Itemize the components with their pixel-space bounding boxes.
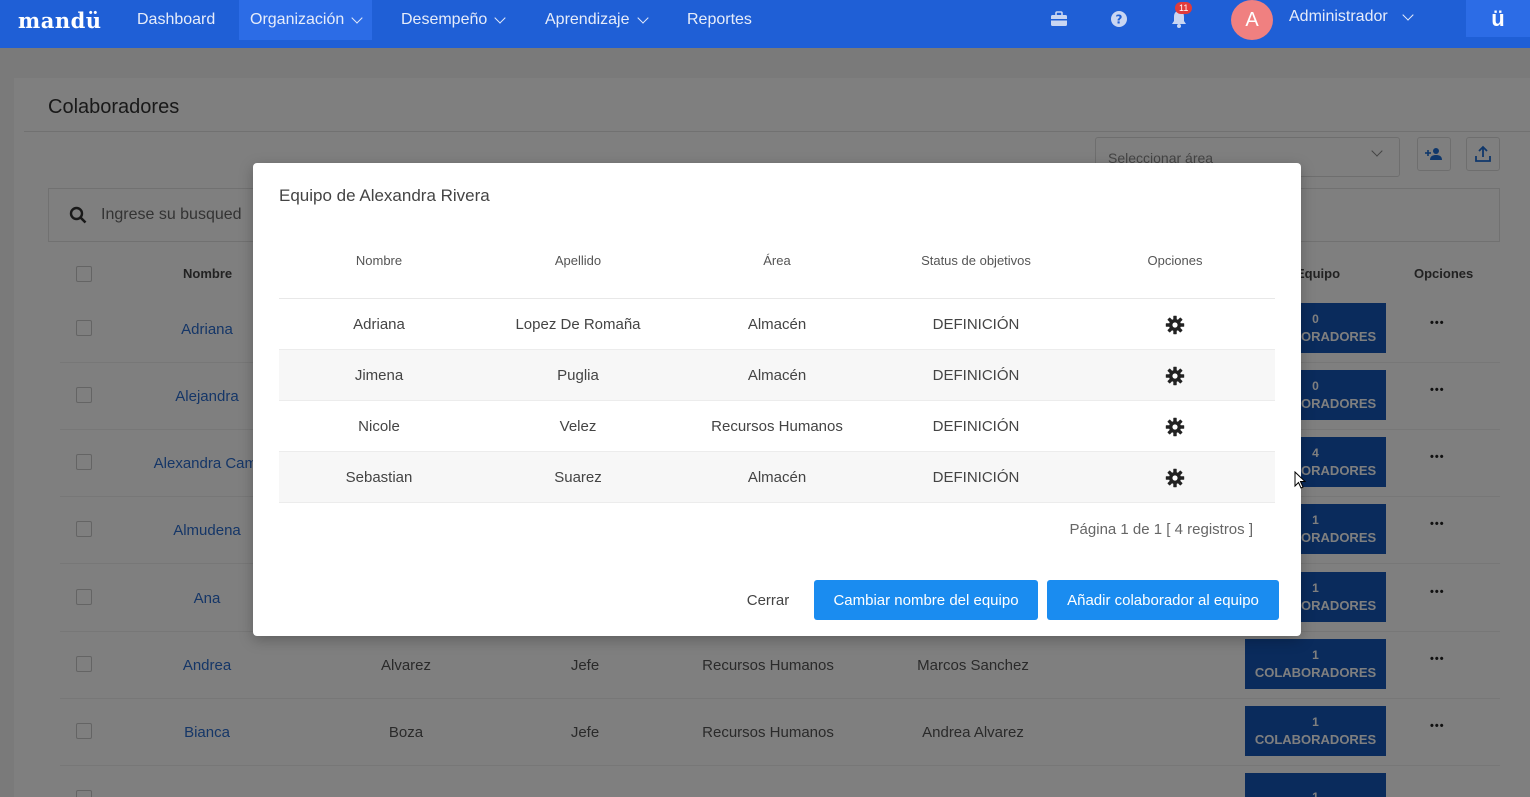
nav-item-label: Organización xyxy=(250,11,345,28)
bell-icon[interactable] xyxy=(1168,8,1190,30)
modal-cell-area: Almacén xyxy=(747,316,807,333)
modal-header-opciones: Opciones xyxy=(1147,253,1203,268)
user-name: Administrador xyxy=(1289,8,1388,25)
nav-item-desempeno[interactable]: Desempeño xyxy=(390,0,515,40)
modal-cell-status: DEFINICIÓN xyxy=(932,316,1020,333)
modal-cell-status: DEFINICIÓN xyxy=(932,469,1020,486)
gear-icon[interactable] xyxy=(1075,299,1275,350)
modal-table-row: Nicole Velez Recursos Humanos DEFINICIÓN xyxy=(279,401,1275,452)
chevron-down-icon xyxy=(351,11,363,24)
chevron-down-icon xyxy=(636,11,649,24)
modal-cell-apellido: Lopez De Romaña xyxy=(515,316,641,333)
notification-badge: 11 xyxy=(1175,2,1193,14)
modal-header-area: Área xyxy=(763,253,791,268)
gear-icon[interactable] xyxy=(1075,401,1275,452)
modal-cell-nombre: Adriana xyxy=(353,316,405,333)
modal-cell-nombre: Sebastian xyxy=(345,469,413,486)
modal-table-row: Sebastian Suarez Almacén DEFINICIÓN xyxy=(279,452,1275,503)
nav-item-reportes[interactable]: Reportes xyxy=(676,0,763,40)
chevron-down-icon xyxy=(1402,8,1414,21)
gear-icon[interactable] xyxy=(1075,350,1275,401)
modal-title: Equipo de Alexandra Rivera xyxy=(279,186,490,205)
divider xyxy=(279,298,1275,299)
nav-item-aprendizaje[interactable]: Aprendizaje xyxy=(534,0,658,40)
nav-item-dashboard[interactable]: Dashboard xyxy=(126,0,226,40)
nav-item-label: Dashboard xyxy=(137,11,216,28)
modal-cell-status: DEFINICIÓN xyxy=(932,367,1020,384)
app-logo[interactable]: ü xyxy=(1466,0,1530,37)
add-collaborator-button[interactable]: Añadir colaborador al equipo xyxy=(1047,580,1279,620)
top-navbar: mandü Dashboard Organización Desempeño A… xyxy=(0,0,1530,48)
nav-item-label: Aprendizaje xyxy=(545,11,630,28)
avatar[interactable]: A xyxy=(1231,0,1273,40)
team-modal: Equipo de Alexandra Rivera Nombre Apelli… xyxy=(253,163,1301,636)
modal-cell-area: Almacén xyxy=(747,469,807,486)
chevron-down-icon xyxy=(494,11,506,24)
gear-icon[interactable] xyxy=(1075,452,1275,503)
briefcase-icon[interactable] xyxy=(1048,8,1070,30)
pagination-info: Página 1 de 1 [ 4 registros ] xyxy=(1069,521,1253,538)
modal-header-apellido: Apellido xyxy=(554,253,602,268)
nav-item-organizacion[interactable]: Organización xyxy=(239,0,373,40)
nav-item-label: Desempeño xyxy=(401,11,488,28)
modal-table-row: Adriana Lopez De Romaña Almacén DEFINICIÓN xyxy=(279,299,1275,350)
modal-header-nombre: Nombre xyxy=(355,253,403,268)
modal-cell-nombre: Jimena xyxy=(354,367,404,384)
rename-team-button[interactable]: Cambiar nombre del equipo xyxy=(814,580,1038,620)
user-menu[interactable]: Administrador xyxy=(1289,8,1414,26)
cursor-icon xyxy=(1294,471,1306,489)
modal-cell-apellido: Suarez xyxy=(554,469,602,486)
close-button[interactable]: Cerrar xyxy=(746,591,790,609)
modal-cell-nombre: Nicole xyxy=(358,418,400,435)
modal-cell-area: Recursos Humanos xyxy=(711,418,843,435)
modal-cell-area: Almacén xyxy=(747,367,807,384)
modal-cell-status: DEFINICIÓN xyxy=(932,418,1020,435)
brand-logo[interactable]: mandü xyxy=(18,8,102,33)
modal-header-status: Status de objetivos xyxy=(921,253,1031,268)
modal-cell-apellido: Velez xyxy=(559,418,597,435)
modal-table-row: Jimena Puglia Almacén DEFINICIÓN xyxy=(279,350,1275,401)
modal-cell-apellido: Puglia xyxy=(557,367,599,384)
nav-item-label: Reportes xyxy=(687,11,752,28)
svg-text:?: ? xyxy=(1116,13,1123,27)
help-icon[interactable]: ? xyxy=(1108,8,1130,30)
